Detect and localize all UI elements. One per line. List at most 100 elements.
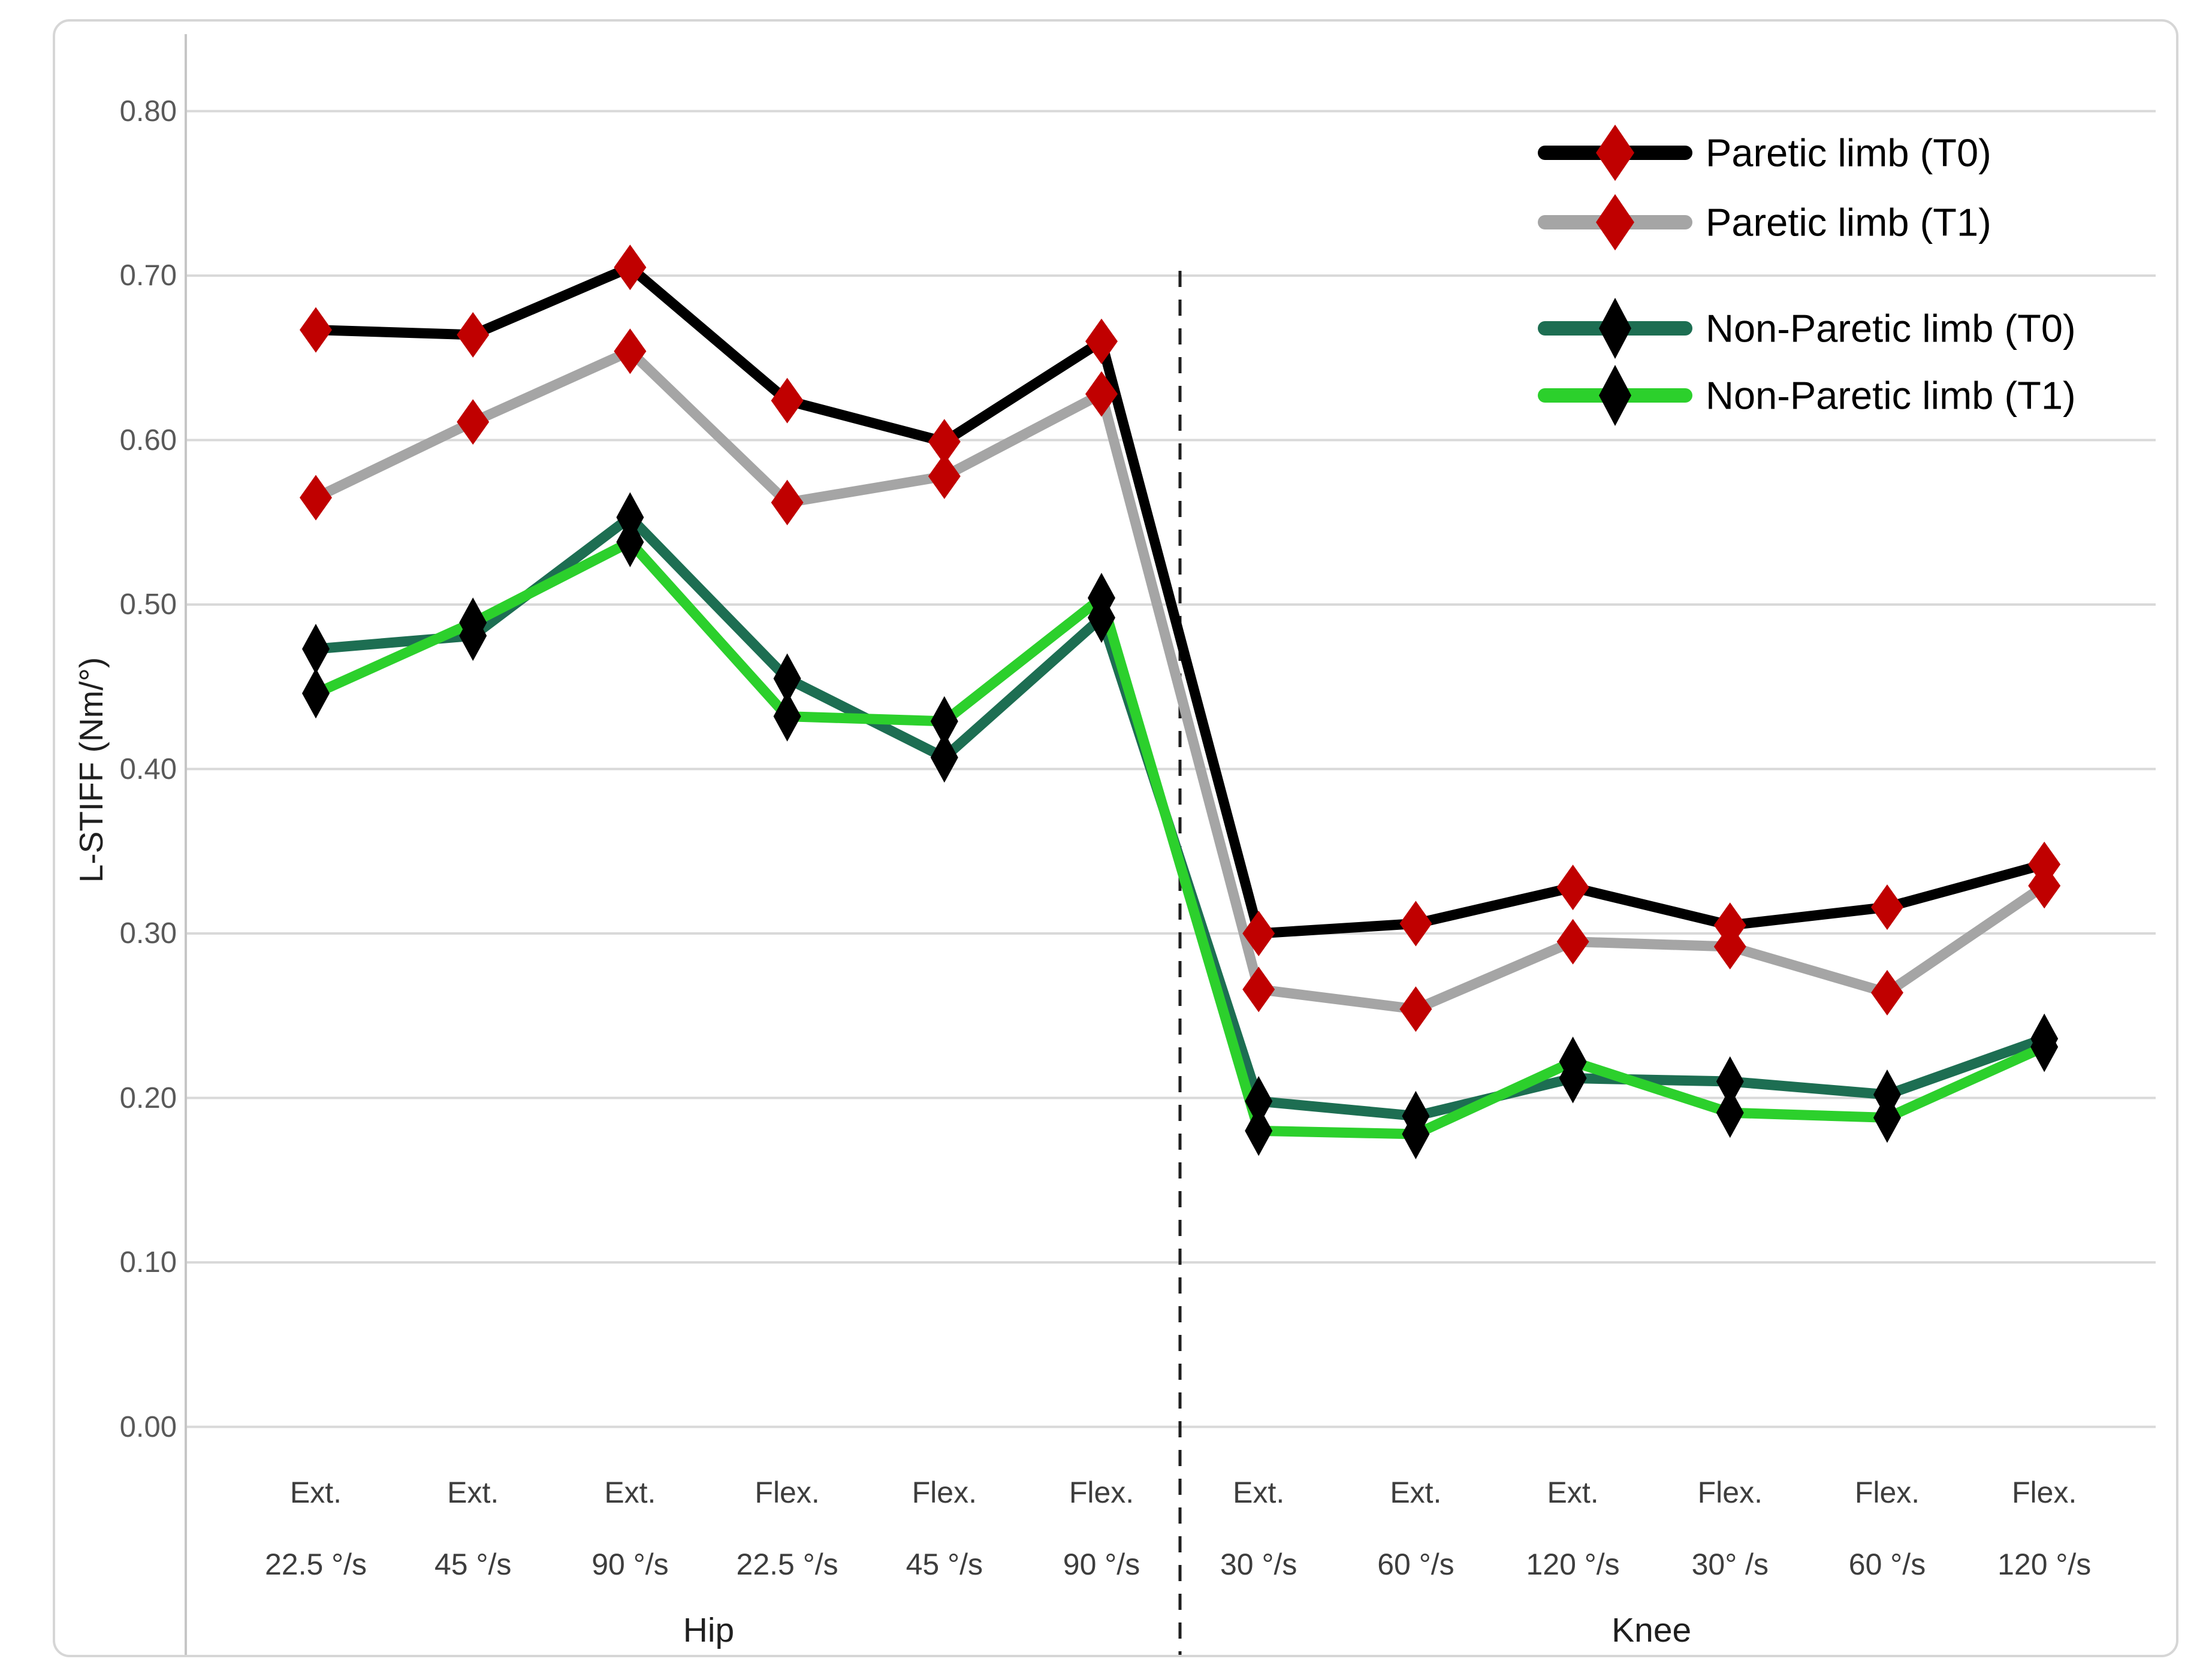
data-point-marker-paretic-limb-t0 <box>1556 865 1589 911</box>
data-point-marker-paretic-limb-t0 <box>1085 318 1118 364</box>
series-line-non-paretic-limb-t1 <box>310 537 2050 1140</box>
x-category-speed: 90 °/s <box>1063 1548 1140 1581</box>
y-tick-label: 0.40 <box>119 753 177 785</box>
joint-group-label-hip: Hip <box>683 1611 735 1649</box>
y-tick-label: 0.70 <box>119 259 177 292</box>
data-point-marker-paretic-limb-t1 <box>1085 371 1118 417</box>
data-point-marker-non-paretic-limb-t1 <box>1088 573 1115 624</box>
data-point-marker-paretic-limb-t1 <box>614 328 647 374</box>
data-point-marker-non-paretic-limb-t1 <box>773 691 801 742</box>
data-point-marker-paretic-limb-t0 <box>1399 901 1432 947</box>
x-category-speed: 30 °/s <box>1220 1548 1297 1581</box>
x-category-speed: 45 °/s <box>906 1548 983 1581</box>
legend-label-paretic-limb-t1: Paretic limb (T1) <box>1706 200 1991 244</box>
legend-label-paretic-limb-t0: Paretic limb (T0) <box>1706 131 1991 175</box>
data-point-marker-paretic-limb-t1 <box>1713 923 1746 969</box>
x-category-label: Ext. 22.5 °/s <box>226 1475 406 1582</box>
series-line-paretic-limb-t0 <box>310 262 2050 939</box>
data-point-marker-non-paretic-limb-t0 <box>1245 1075 1273 1126</box>
x-category-speed: 45 °/s <box>434 1548 512 1581</box>
x-category-label: Flex. 22.5 °/s <box>698 1475 877 1582</box>
data-point-marker-non-paretic-limb-t1 <box>930 696 958 747</box>
x-category-speed: 22.5 °/s <box>264 1548 367 1581</box>
joint-group-label-knee: Knee <box>1612 1611 1692 1649</box>
data-point-marker-paretic-limb-t1 <box>771 479 804 525</box>
figure-border <box>53 19 2178 1657</box>
x-category-motion: Ext. <box>289 1476 342 1509</box>
data-point-marker-non-paretic-limb-t1 <box>2030 1022 2059 1072</box>
x-category-label: Flex. 90 °/s <box>1012 1475 1191 1582</box>
y-tick-label: 0.10 <box>119 1246 177 1279</box>
x-category-label: Ext. 45 °/s <box>383 1475 563 1582</box>
data-point-marker-non-paretic-limb-t1 <box>616 516 644 567</box>
data-point-marker-paretic-limb-t0 <box>928 419 961 465</box>
data-point-marker-non-paretic-limb-t0 <box>1716 1056 1744 1107</box>
data-point-marker-non-paretic-limb-t1 <box>1245 1105 1273 1156</box>
legend-swatch-diamond <box>1596 125 1634 181</box>
x-category-motion: Flex. <box>1069 1476 1134 1509</box>
x-category-speed: 120 °/s <box>1997 1548 2092 1581</box>
data-point-marker-paretic-limb-t0 <box>1242 911 1275 956</box>
x-category-label: Ext. 120 °/s <box>1483 1475 1663 1582</box>
legend-swatch-diamond <box>1599 298 1631 359</box>
x-category-motion: Flex. <box>2012 1476 2077 1509</box>
x-category-motion: Ext. <box>1547 1476 1599 1509</box>
data-point-marker-non-paretic-limb-t1 <box>1716 1087 1744 1138</box>
y-tick-label: 0.50 <box>119 588 177 621</box>
legend-swatch-diamond <box>1599 365 1631 426</box>
x-category-speed: 60 °/s <box>1848 1548 1926 1581</box>
x-category-label: Ext. 60 °/s <box>1326 1475 1505 1582</box>
x-category-speed: 90 °/s <box>592 1548 669 1581</box>
x-category-motion: Ext. <box>1390 1476 1442 1509</box>
data-point-marker-non-paretic-limb-t0 <box>773 653 801 704</box>
x-category-label: Ext. 30 °/s <box>1169 1475 1348 1582</box>
y-tick-label: 0.20 <box>119 1081 177 1114</box>
data-point-marker-paretic-limb-t1 <box>457 399 490 445</box>
y-tick-label: 0.30 <box>119 917 177 950</box>
x-category-label: Flex. 45 °/s <box>855 1475 1034 1582</box>
data-point-marker-paretic-limb-t1 <box>1556 918 1589 965</box>
data-point-marker-non-paretic-limb-t1 <box>1402 1108 1430 1159</box>
data-point-marker-paretic-limb-t0 <box>300 307 332 353</box>
data-point-marker-non-paretic-limb-t1 <box>459 597 487 648</box>
x-category-label: Flex. 120 °/s <box>1954 1475 2134 1582</box>
x-category-motion: Flex. <box>1854 1476 1920 1509</box>
data-point-marker-paretic-limb-t0 <box>457 312 490 358</box>
x-category-motion: Flex. <box>912 1476 977 1509</box>
x-category-speed: 60 °/s <box>1377 1548 1454 1581</box>
x-category-label: Flex. 60 °/s <box>1797 1475 1977 1582</box>
data-point-marker-non-paretic-limb-t1 <box>302 668 330 719</box>
legend-label-non-paretic-limb-t1: Non-Paretic limb (T1) <box>1706 373 2076 418</box>
data-point-marker-paretic-limb-t0 <box>771 377 804 424</box>
data-point-marker-paretic-limb-t1 <box>2028 863 2061 909</box>
data-point-marker-paretic-limb-t1 <box>1242 966 1275 1013</box>
y-tick-label: 0.60 <box>119 424 177 457</box>
x-category-motion: Ext. <box>1233 1476 1285 1509</box>
data-point-marker-paretic-limb-t1 <box>1399 986 1432 1032</box>
x-category-label: Flex. 30° /s <box>1640 1475 1820 1582</box>
data-point-marker-paretic-limb-t1 <box>1871 969 1903 1016</box>
data-point-marker-non-paretic-limb-t0 <box>302 624 330 675</box>
data-point-marker-non-paretic-limb-t1 <box>1873 1092 1901 1143</box>
series-line-paretic-limb-t1 <box>310 346 2050 1014</box>
data-point-marker-paretic-limb-t1 <box>928 453 961 499</box>
legend-label-non-paretic-limb-t0: Non-Paretic limb (T0) <box>1706 306 2076 350</box>
y-tick-label: 0.80 <box>119 95 177 128</box>
x-category-motion: Flex. <box>755 1476 820 1509</box>
legend-swatch-diamond <box>1596 194 1634 250</box>
x-category-speed: 120 °/s <box>1526 1548 1620 1581</box>
x-category-speed: 30° /s <box>1691 1548 1769 1581</box>
data-point-marker-non-paretic-limb-t1 <box>1559 1037 1587 1087</box>
x-category-motion: Ext. <box>447 1476 499 1509</box>
x-category-motion: Flex. <box>1697 1476 1763 1509</box>
data-point-marker-paretic-limb-t0 <box>1871 884 1903 930</box>
x-category-motion: Ext. <box>604 1476 656 1509</box>
x-category-speed: 22.5 °/s <box>736 1548 838 1581</box>
y-tick-label: 0.00 <box>119 1410 177 1443</box>
data-point-marker-paretic-limb-t0 <box>614 244 647 291</box>
data-point-marker-paretic-limb-t1 <box>300 475 332 521</box>
data-point-marker-non-paretic-limb-t0 <box>930 732 958 783</box>
x-category-label: Ext. 90 °/s <box>540 1475 720 1582</box>
